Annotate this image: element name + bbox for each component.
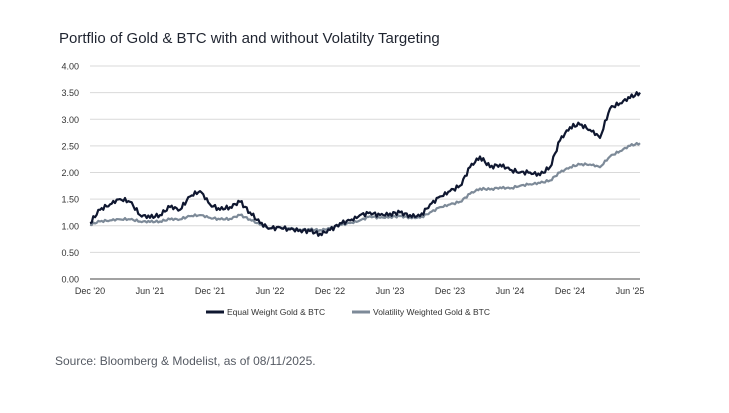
- x-tick-label: Dec '21: [195, 286, 225, 296]
- x-tick-label: Jun '24: [496, 286, 525, 296]
- y-tick-label: 0.00: [61, 275, 79, 285]
- y-tick-label: 2.50: [61, 141, 79, 151]
- y-tick-label: 1.00: [61, 221, 79, 231]
- x-tick-label: Dec '22: [315, 286, 345, 296]
- series-lines: [89, 91, 641, 237]
- x-tick-label: Jun '21: [136, 286, 165, 296]
- legend: Equal Weight Gold & BTC Volatility Weight…: [206, 307, 490, 317]
- equal-weight-line: [89, 91, 641, 237]
- y-tick-label: 3.50: [61, 88, 79, 98]
- volatility-weighted-line: [89, 141, 641, 233]
- x-axis-ticks: Dec '20 Jun '21 Dec '21 Jun '22 Dec '22 Jun '…: [75, 286, 644, 296]
- x-tick-label: Dec '24: [555, 286, 585, 296]
- y-tick-label: 0.50: [61, 248, 79, 258]
- y-tick-label: 1.50: [61, 195, 79, 205]
- y-tick-label: 2.00: [61, 168, 79, 178]
- y-axis-ticks: 0.00 0.50 1.00 1.50 2.00 2.50 3.00 3.50 4.00: [61, 62, 79, 285]
- gridlines: [90, 65, 640, 280]
- legend-label: Equal Weight Gold & BTC: [227, 307, 325, 317]
- chart-title: Portflio of Gold & BTC with and without …: [59, 30, 440, 47]
- x-tick-label: Jun '25: [616, 286, 645, 296]
- x-tick-label: Jun '23: [376, 286, 405, 296]
- x-tick-label: Dec '23: [435, 286, 465, 296]
- y-tick-label: 3.00: [61, 115, 79, 125]
- x-tick-label: Jun '22: [256, 286, 285, 296]
- x-tick-label: Dec '20: [75, 286, 105, 296]
- y-tick-label: 4.00: [61, 62, 79, 72]
- legend-label: Volatility Weighted Gold & BTC: [373, 307, 490, 317]
- source-note: Source: Bloomberg & Modelist, as of 08/1…: [55, 354, 316, 368]
